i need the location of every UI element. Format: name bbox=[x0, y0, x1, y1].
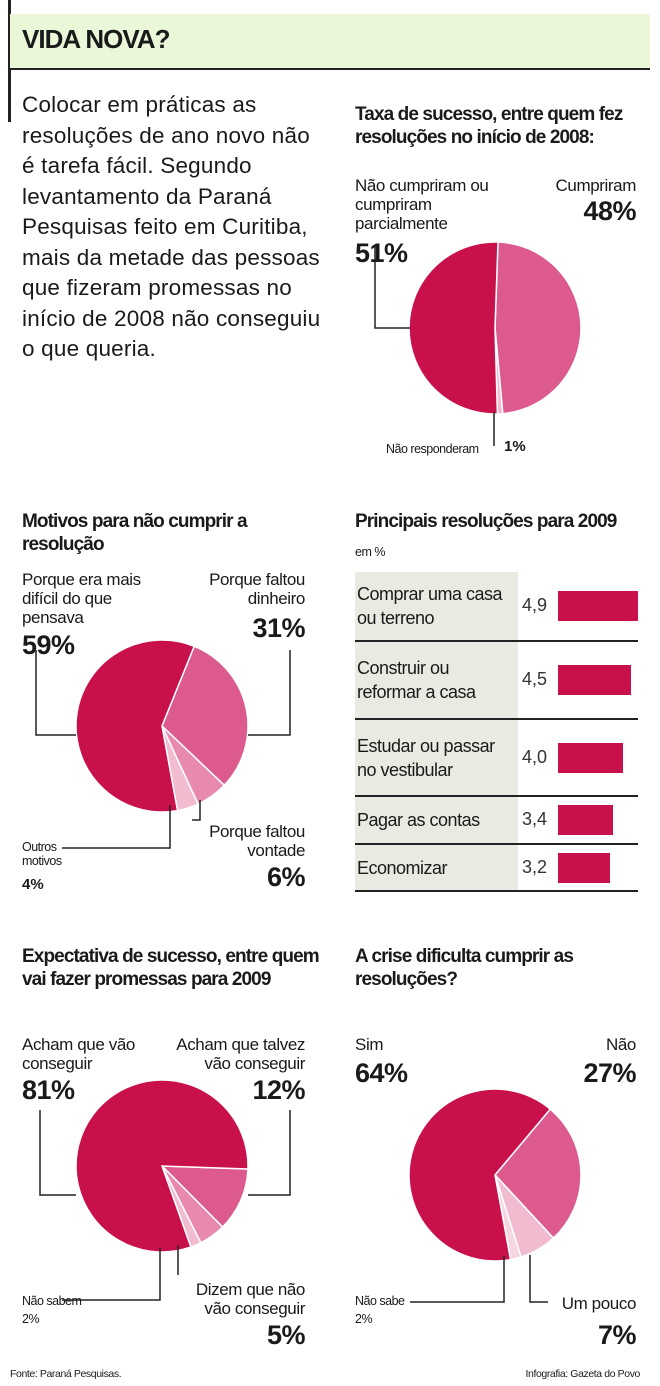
slice-value: 59% bbox=[22, 630, 75, 660]
leader-line bbox=[35, 650, 76, 736]
header-band bbox=[10, 14, 650, 70]
bar-row: Economizar 3,2 bbox=[355, 845, 638, 892]
slice-value: 4% bbox=[22, 876, 44, 893]
bar-row: Estudar ou passar no vestibular 4,0 bbox=[355, 720, 638, 797]
bar-value: 4,0 bbox=[522, 746, 548, 767]
slice-label: Outros motivos bbox=[22, 840, 62, 868]
pie-slice bbox=[160, 1165, 249, 1229]
slice-label: Acham que vão conseguir bbox=[22, 1035, 135, 1073]
slice-value: 6% bbox=[266, 862, 306, 892]
pie-slice bbox=[494, 1108, 582, 1240]
bar-value: 4,9 bbox=[522, 595, 548, 615]
slice-label: Cumpriram bbox=[555, 176, 637, 195]
bar-row: Pagar as contas 3,4 bbox=[355, 797, 638, 845]
pie-slice bbox=[75, 1079, 249, 1253]
chart-subtitle: em % bbox=[355, 545, 385, 559]
source-note: Fonte: Paraná Pesquisas. bbox=[10, 1368, 122, 1380]
pie-slice bbox=[408, 241, 499, 415]
bar bbox=[558, 742, 624, 773]
bar-label: Estudar ou passar no vestibular bbox=[355, 720, 518, 795]
pie-slice bbox=[408, 1088, 552, 1262]
bar bbox=[558, 665, 632, 695]
slice-label: Não sabem bbox=[22, 1294, 82, 1308]
chart-title: Principais resoluções para 2009 bbox=[355, 511, 617, 532]
slice-label: Porque era mais difícil do que pensava bbox=[22, 570, 141, 627]
slice-value: 2% bbox=[355, 1312, 373, 1326]
slice-value: 27% bbox=[583, 1058, 636, 1088]
leader-lines bbox=[35, 245, 548, 1303]
slice-label: Não cumpriram ou cumpriram parcialmente bbox=[355, 176, 489, 233]
chart-title: Motivos para não cumprir a resolução bbox=[22, 511, 248, 555]
slice-label: Porque faltou dinheiro bbox=[209, 570, 305, 608]
slice-label: Não sabe bbox=[355, 1294, 405, 1308]
bar bbox=[558, 591, 638, 621]
chart-title: Expectativa de sucesso, entre quem vai f… bbox=[22, 946, 320, 990]
bar-label: Pagar as contas bbox=[355, 797, 518, 843]
bar-row: Comprar uma casa ou terreno 4,9 bbox=[355, 572, 638, 642]
slice-value: 51% bbox=[355, 238, 408, 268]
pie-slice bbox=[161, 645, 249, 787]
slice-label: Não bbox=[606, 1035, 636, 1054]
slice-label: Não responderam bbox=[386, 442, 479, 456]
leader-line bbox=[62, 805, 171, 849]
bar-label: Economizar bbox=[355, 845, 518, 890]
accent-bar bbox=[8, 0, 11, 122]
slice-label: Porque faltou vontade bbox=[209, 822, 305, 860]
bar-label: Construir ou reformar a casa bbox=[355, 642, 518, 718]
leader-line bbox=[192, 800, 201, 821]
slice-value: 5% bbox=[266, 1320, 306, 1350]
slice-value: 48% bbox=[583, 196, 636, 226]
bar-row: Construir ou reformar a casa 4,5 bbox=[355, 642, 638, 720]
slice-value: 31% bbox=[252, 613, 305, 643]
slice-value: 1% bbox=[504, 438, 526, 455]
slice-label: Acham que talvez vão conseguir bbox=[176, 1035, 305, 1073]
page-title: VIDA NOVA? bbox=[22, 24, 170, 54]
bar bbox=[558, 805, 614, 835]
bar-value: 3,4 bbox=[522, 809, 548, 829]
leader-line bbox=[410, 1256, 505, 1303]
pie-slice bbox=[75, 639, 196, 813]
slice-value: 12% bbox=[252, 1075, 305, 1105]
chart-title: A crise dificulta cumprir as resoluções? bbox=[355, 946, 574, 990]
bar bbox=[558, 852, 611, 883]
slice-value: 64% bbox=[355, 1058, 408, 1088]
slice-value: 7% bbox=[597, 1320, 637, 1350]
slice-value: 81% bbox=[22, 1075, 75, 1105]
slice-label: Dizem que não vão conseguir bbox=[195, 1280, 306, 1318]
slice-label: Um pouco bbox=[561, 1294, 637, 1313]
slice-value: 2% bbox=[22, 1312, 40, 1326]
bar-value: 4,5 bbox=[522, 669, 548, 689]
slice-label: Sim bbox=[355, 1035, 384, 1054]
leader-line bbox=[248, 650, 291, 736]
leader-line bbox=[374, 245, 410, 329]
bar-label: Comprar uma casa ou terreno bbox=[355, 572, 518, 640]
bar-value: 3,2 bbox=[522, 856, 548, 877]
credit-note: Infografia: Gazeta do Povo bbox=[525, 1368, 640, 1380]
intro-text: Colocar em práticas as resoluções de ano… bbox=[22, 92, 321, 361]
pie-slice bbox=[494, 241, 582, 415]
chart-title: Taxa de sucesso, entre quem fez resoluçõ… bbox=[355, 104, 623, 148]
leader-line bbox=[39, 1110, 76, 1196]
leader-line bbox=[248, 1110, 291, 1196]
leader-line bbox=[62, 1248, 161, 1301]
leader-line bbox=[529, 1255, 548, 1303]
